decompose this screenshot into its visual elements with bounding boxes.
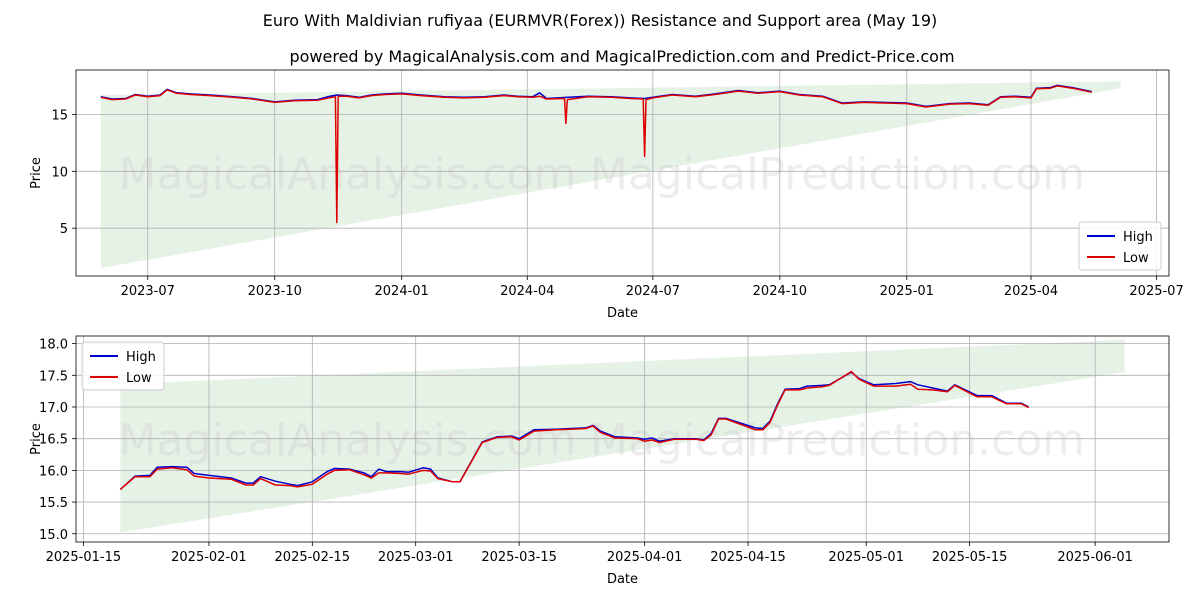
y-tick-label: 5 [60, 222, 68, 237]
x-tick-label: 2025-07 [1129, 284, 1183, 299]
x-tick-label: 2025-02-15 [275, 550, 351, 565]
y-tick-label: 10 [51, 165, 68, 180]
x-tick-label: 2025-06-01 [1057, 550, 1133, 565]
x-tick-label: 2025-04-01 [607, 550, 683, 565]
x-tick-label: 2024-01 [375, 284, 429, 299]
x-tick-label: 2025-04-15 [710, 550, 786, 565]
y-tick-label: 16.5 [39, 433, 68, 448]
legend: High Low [1078, 221, 1162, 271]
plot-frame [75, 69, 1170, 277]
x-tick-label: 2025-01 [880, 284, 934, 299]
x-tick-label: 2024-10 [753, 284, 807, 299]
watermark-right: MagicalPrediction.com [590, 149, 1085, 200]
x-axis-label: Date [607, 572, 638, 587]
legend: High Low [81, 341, 165, 391]
legend-label-high: High [126, 350, 156, 365]
x-tick-label: 2024-07 [626, 284, 680, 299]
y-tick-label: 17.0 [39, 401, 68, 416]
x-tick-label: 2025-01-15 [46, 550, 122, 565]
watermark-left: MagicalAnalysis.com [119, 415, 577, 466]
x-tick-label: 2023-10 [248, 284, 302, 299]
watermark-left: MagicalAnalysis.com [119, 149, 577, 200]
x-tick-label: 2025-04 [1004, 284, 1058, 299]
x-tick-label: 2023-07 [121, 284, 175, 299]
y-tick-label: 15.5 [39, 496, 68, 511]
x-tick-label: 2024-04 [500, 284, 554, 299]
x-tick-label: 2025-05-01 [828, 550, 904, 565]
x-tick-label: 2025-05-15 [932, 550, 1008, 565]
series-line-low [119, 370, 1030, 490]
plot-frame [75, 335, 1170, 543]
y-tick-label: 15 [51, 108, 68, 123]
y-axis-label: Price [29, 157, 44, 189]
plot-recent: MagicalAnalysis.com MagicalPrediction.com… [29, 335, 1170, 587]
chart-subtitle: powered by MagicalAnalysis.com and Magic… [289, 47, 954, 66]
legend-label-low: Low [126, 371, 152, 386]
chart-title: Euro With Maldivian rufiyaa (EURMVR(Fore… [263, 11, 937, 30]
legend-label-high: High [1123, 230, 1153, 245]
x-tick-label: 2025-02-01 [171, 550, 247, 565]
x-tick-label: 2025-03-01 [378, 550, 454, 565]
y-tick-label: 15.0 [39, 528, 68, 543]
support-resistance-band [120, 339, 1125, 533]
plot-full-history: MagicalAnalysis.com MagicalPrediction.com… [29, 69, 1184, 321]
series-line-low [100, 85, 1092, 224]
legend-label-low: Low [1123, 251, 1149, 266]
x-axis-label: Date [607, 306, 638, 321]
y-tick-label: 18.0 [39, 338, 68, 353]
x-tick-label: 2025-03-15 [481, 550, 557, 565]
y-axis-label: Price [29, 423, 44, 455]
watermark-right: MagicalPrediction.com [590, 415, 1085, 466]
y-tick-label: 16.0 [39, 464, 68, 479]
y-tick-label: 17.5 [39, 369, 68, 384]
support-resistance-band [100, 81, 1121, 269]
